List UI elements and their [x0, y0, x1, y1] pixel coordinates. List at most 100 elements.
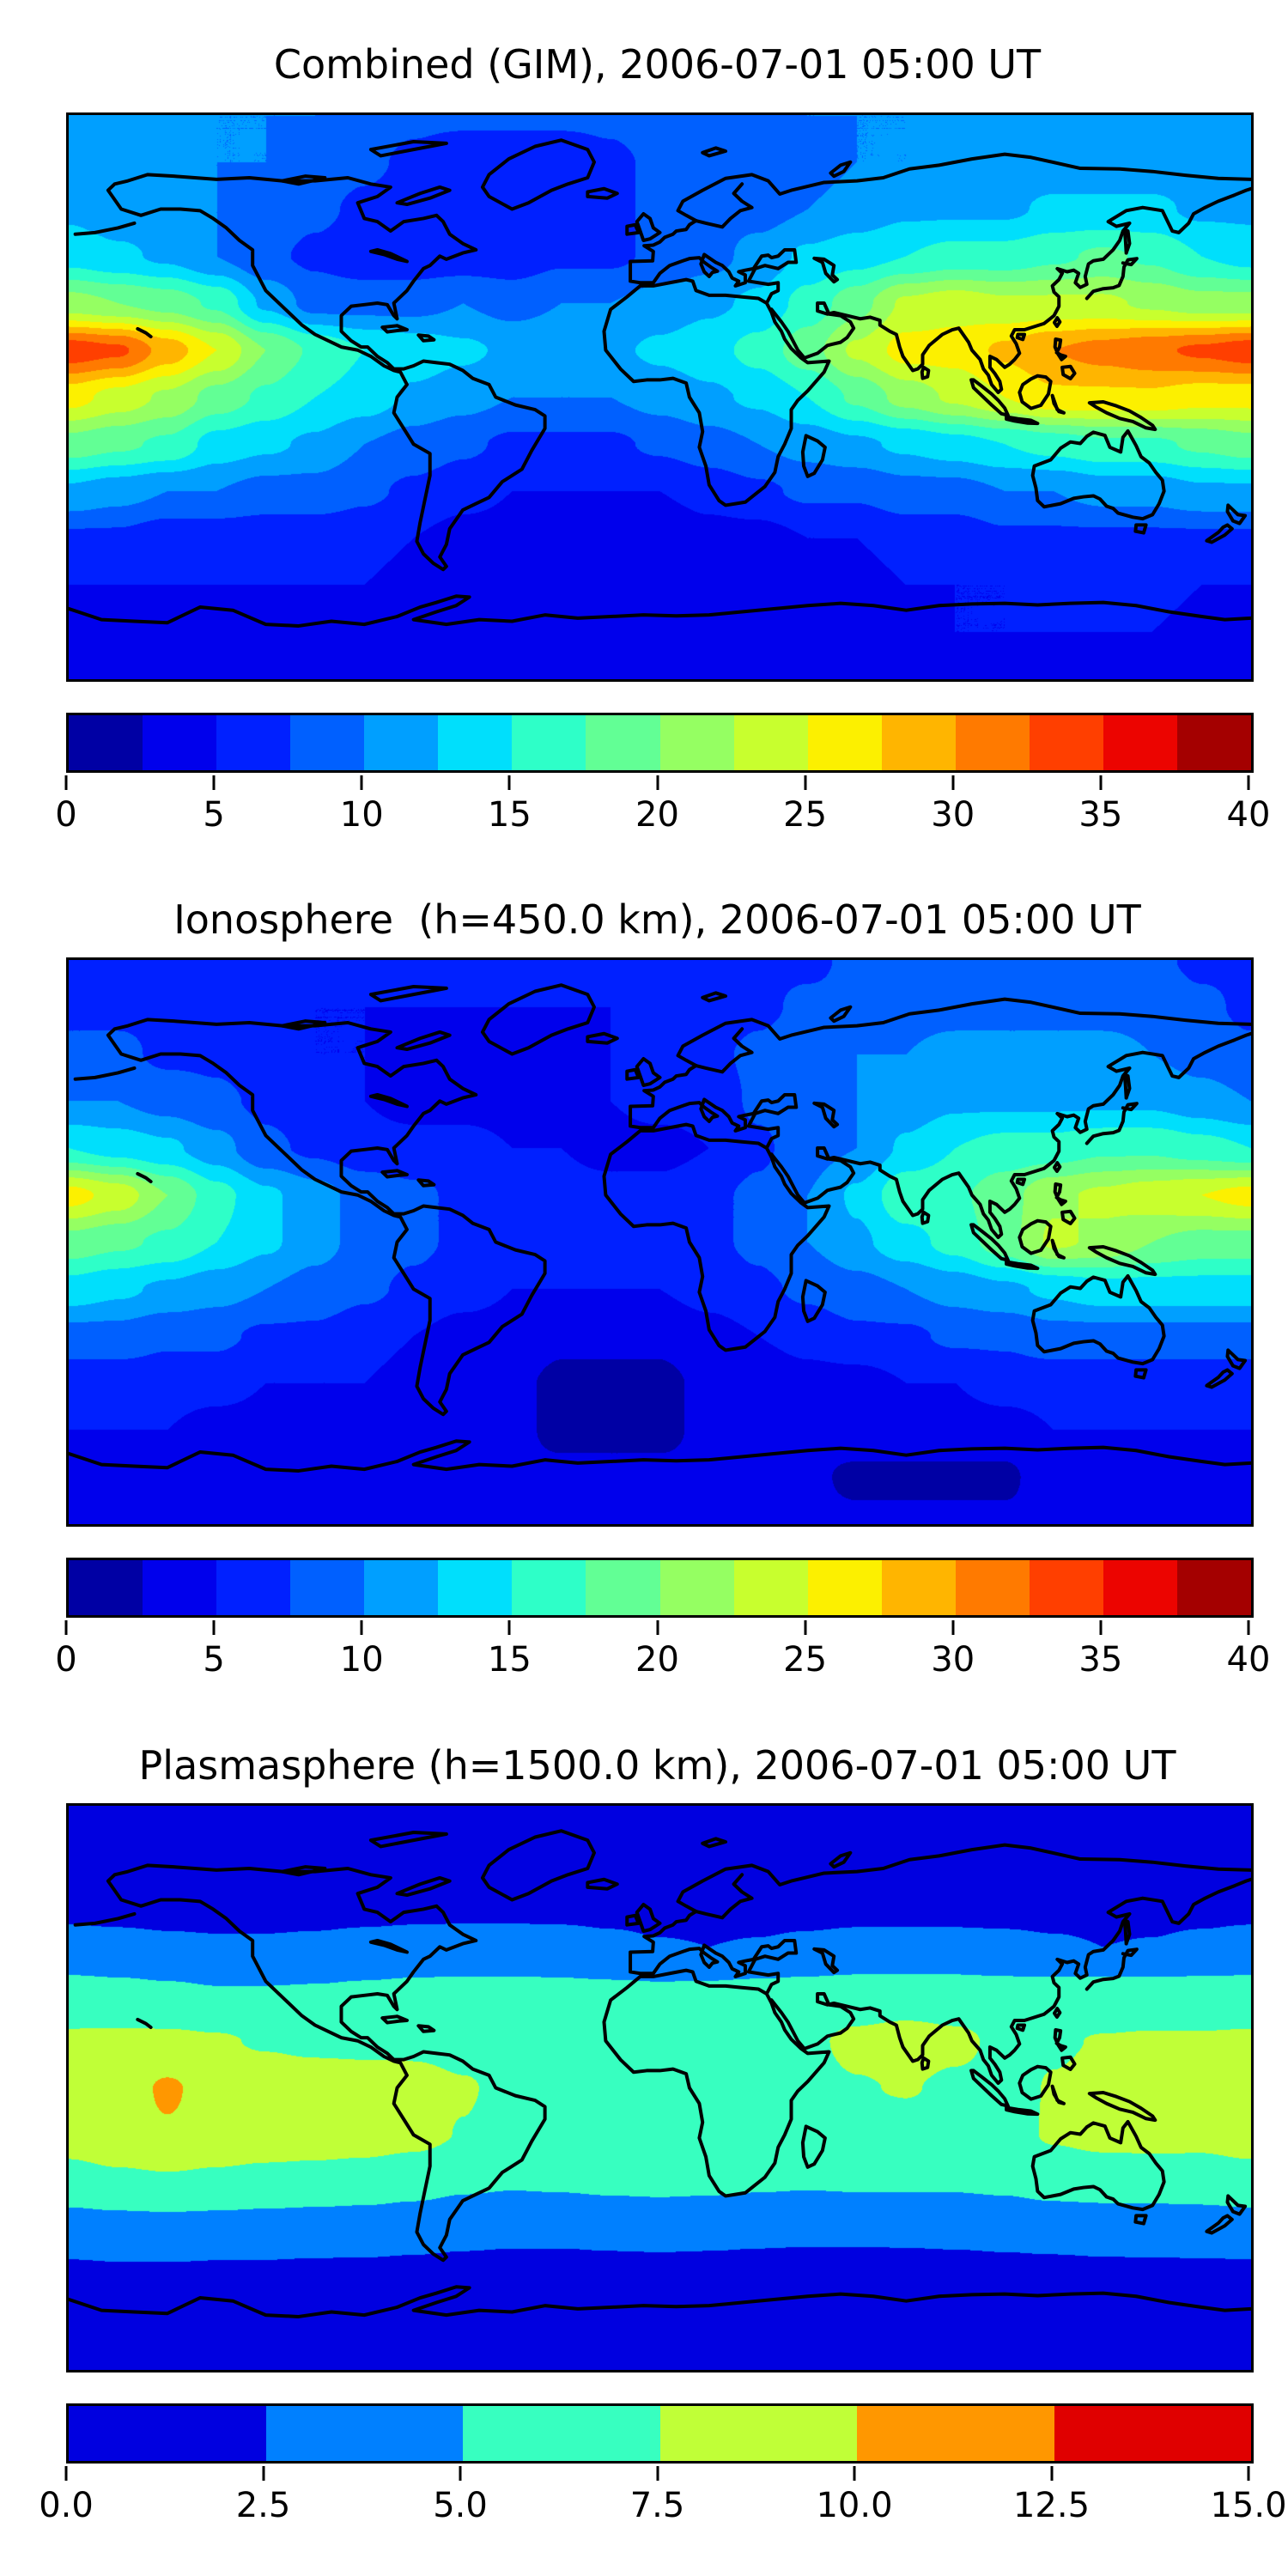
colorbar-tick-label: 15 [487, 1640, 532, 1680]
colorbar-tick-label: 5.0 [433, 2486, 488, 2525]
colorbar-segment [1103, 1560, 1177, 1615]
colorbar-tick-mark [951, 1620, 955, 1635]
colorbar-tick-mark [360, 775, 363, 790]
map-combined [66, 112, 1254, 682]
colorbar-segment [143, 1560, 217, 1615]
coastlines-overlay [69, 115, 1251, 679]
colorbar-segment [463, 2406, 660, 2461]
colorbar-tick-mark [656, 2466, 659, 2481]
colorbar-tick-label: 40 [1226, 1640, 1271, 1680]
colorbar-segment [512, 715, 586, 770]
colorbar-tick-mark [1247, 2466, 1250, 2481]
colorbar-tick-mark [804, 1620, 807, 1635]
colorbar-tick-label: 12.5 [1012, 2486, 1091, 2525]
colorbar-segment [807, 1560, 882, 1615]
colorbar-tick-label: 30 [931, 1640, 975, 1680]
colorbar-tick-mark [64, 2466, 68, 2481]
colorbar-tick-label: 10 [339, 795, 384, 835]
colorbar-ticks-combined: 0 5 10 15 20 25 30 35 40 [55, 775, 1270, 844]
colorbar-segment [69, 2406, 266, 2461]
colorbar-ticks-ionosphere: 0 5 10 15 20 25 30 35 40 [55, 1620, 1270, 1689]
colorbar-segment [216, 715, 291, 770]
colorbar-ticks-plasmasphere: 0.0 2.5 5.0 7.5 10.0 12.5 15.0 [39, 2466, 1287, 2535]
colorbar-segment [1054, 2406, 1251, 2461]
colorbar-segment [955, 1560, 1030, 1615]
map-plasmasphere [66, 1803, 1254, 2372]
colorbar-segment [586, 1560, 660, 1615]
colorbar-tick-label: 2.5 [235, 2486, 291, 2525]
colorbar-tick-label: 0 [55, 1640, 77, 1680]
colorbar-segment [955, 715, 1030, 770]
colorbar-tick-mark [1247, 1620, 1250, 1635]
colorbar-tick-mark [1099, 1620, 1103, 1635]
colorbar-tick-label: 35 [1078, 795, 1123, 835]
colorbar-segment [1176, 1560, 1251, 1615]
colorbar-segment [290, 715, 365, 770]
colorbar-segment [659, 2406, 857, 2461]
panel-title-plasmasphere: Plasmasphere (h=1500.0 km), 2006-07-01 0… [138, 1742, 1176, 1789]
map-ionosphere [66, 957, 1254, 1527]
colorbar-tick-label: 40 [1226, 795, 1271, 835]
colorbar-ionosphere [66, 1558, 1254, 1618]
colorbar-segment [69, 715, 143, 770]
colorbar-tick-mark [64, 775, 68, 790]
colorbar-tick-mark [951, 775, 955, 790]
colorbar-segment [290, 1560, 365, 1615]
colorbar-tick-mark [656, 1620, 659, 1635]
colorbar-tick-label: 5 [203, 795, 225, 835]
colorbar-tick-mark [1099, 775, 1103, 790]
colorbar-tick-mark [507, 1620, 511, 1635]
colorbar-tick-mark [459, 2466, 462, 2481]
colorbar-tick-mark [507, 775, 511, 790]
colorbar-segment [733, 715, 808, 770]
colorbar-tick-label: 25 [783, 795, 828, 835]
colorbar-segment [216, 1560, 291, 1615]
colorbar-tick-mark [64, 1620, 68, 1635]
colorbar-tick-label: 35 [1078, 1640, 1123, 1680]
colorbar-segment [265, 2406, 463, 2461]
colorbar-tick-label: 20 [635, 795, 679, 835]
colorbar-plasmasphere [66, 2403, 1254, 2464]
colorbar-segment [857, 2406, 1054, 2461]
colorbar-tick-mark [1050, 2466, 1053, 2481]
colorbar-segment [1029, 1560, 1103, 1615]
colorbar-tick-mark [1247, 775, 1250, 790]
colorbar-segment [586, 715, 660, 770]
colorbar-combined [66, 713, 1254, 773]
colorbar-tick-label: 15.0 [1210, 2486, 1287, 2525]
colorbar-segment [1029, 715, 1103, 770]
colorbar-tick-label: 0 [55, 795, 77, 835]
colorbar-tick-label: 0.0 [39, 2486, 94, 2525]
colorbar-tick-label: 20 [635, 1640, 679, 1680]
colorbar-tick-label: 5 [203, 1640, 225, 1680]
colorbar-tick-mark [656, 775, 659, 790]
colorbar-tick-label: 30 [931, 795, 975, 835]
colorbar-segment [364, 715, 439, 770]
colorbar-segment [659, 1560, 734, 1615]
colorbar-tick-mark [212, 1620, 216, 1635]
colorbar-segment [512, 1560, 586, 1615]
colorbar-segment [438, 1560, 513, 1615]
panel-title-combined: Combined (GIM), 2006-07-01 05:00 UT [273, 41, 1042, 88]
colorbar-segment [733, 1560, 808, 1615]
colorbar-tick-mark [804, 775, 807, 790]
colorbar-tick-label: 15 [487, 795, 532, 835]
colorbar-tick-mark [360, 1620, 363, 1635]
colorbar-tick-label: 10 [339, 1640, 384, 1680]
colorbar-segment [143, 715, 217, 770]
colorbar-segment [881, 1560, 956, 1615]
panel-title-ionosphere: Ionosphere (h=450.0 km), 2006-07-01 05:0… [173, 896, 1141, 943]
colorbar-segment [1103, 715, 1177, 770]
colorbar-tick-label: 7.5 [629, 2486, 685, 2525]
colorbar-segment [69, 1560, 143, 1615]
colorbar-segment [438, 715, 513, 770]
coastlines-overlay [69, 960, 1251, 1524]
colorbar-tick-label: 25 [783, 1640, 828, 1680]
colorbar-segment [881, 715, 956, 770]
colorbar-tick-mark [853, 2466, 856, 2481]
colorbar-tick-mark [262, 2466, 264, 2481]
coastlines-overlay [69, 1806, 1251, 2370]
colorbar-segment [364, 1560, 439, 1615]
colorbar-tick-label: 10.0 [816, 2486, 893, 2525]
